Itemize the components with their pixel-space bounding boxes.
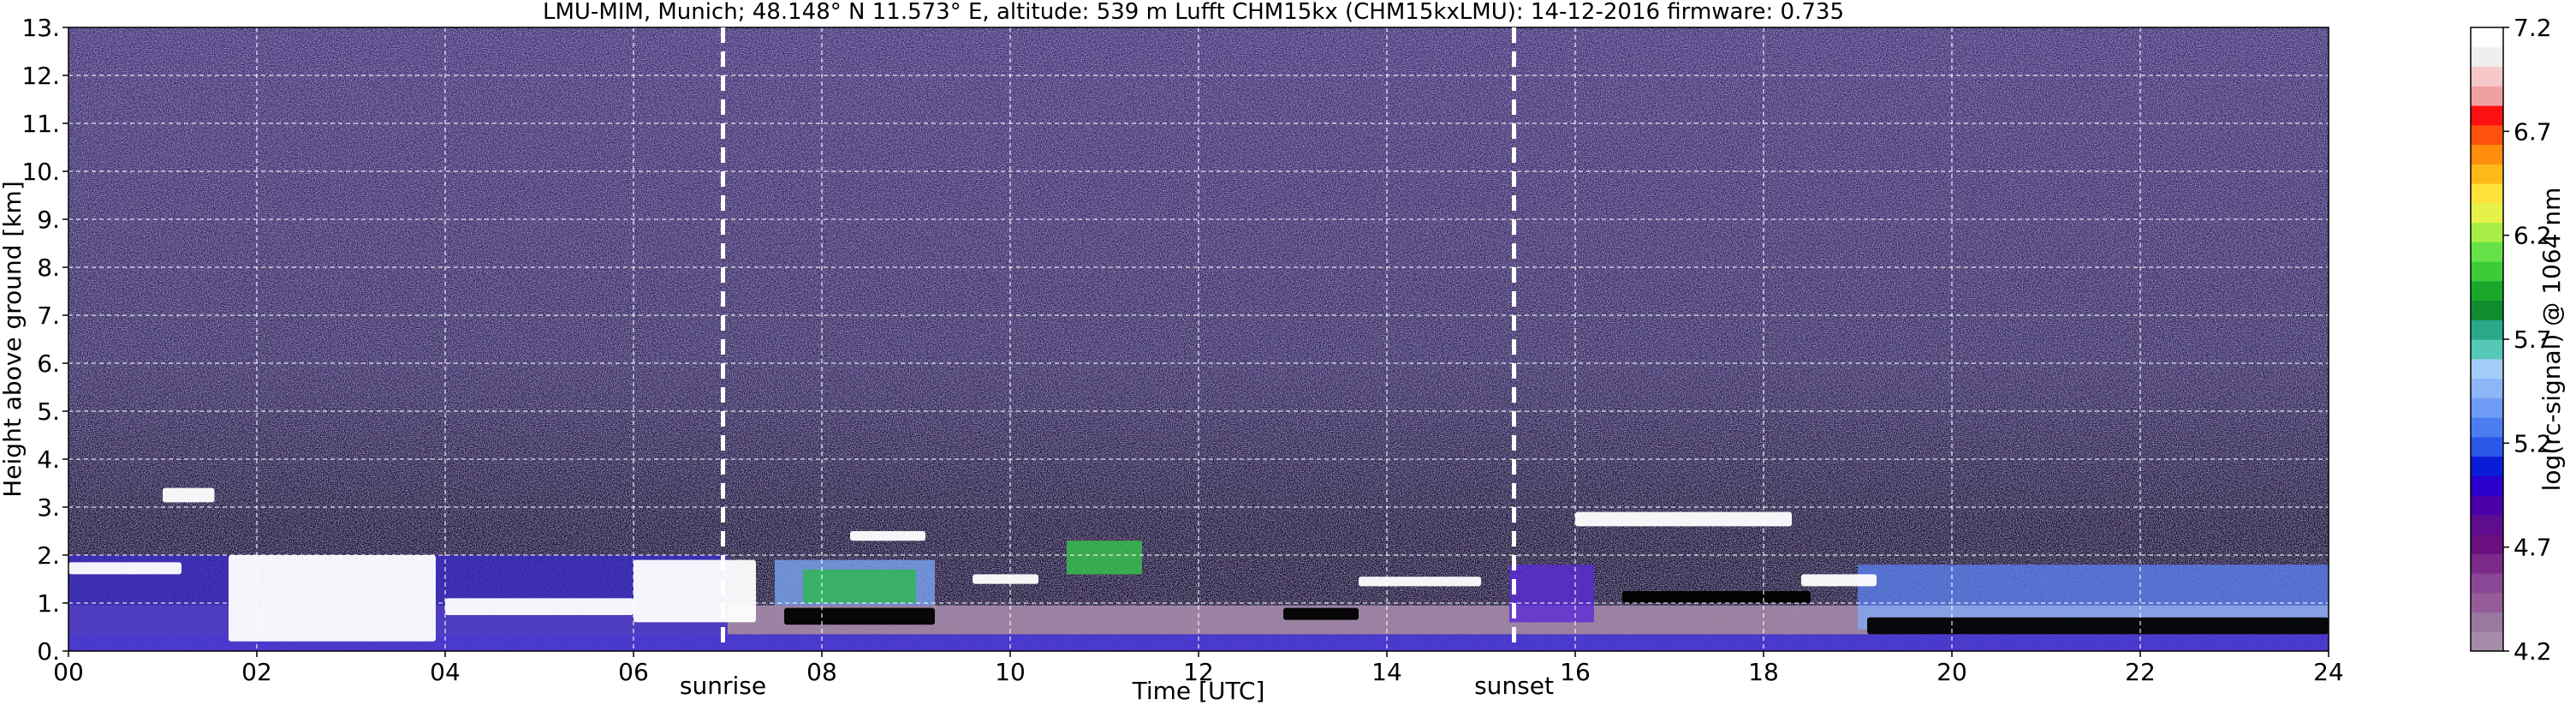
layer-cloud-21: [1867, 617, 2329, 635]
layer-aerosol-6: [1509, 565, 1594, 623]
colorbar-segment: [2471, 27, 2503, 48]
layer-cloud-22: [1801, 574, 1877, 587]
colorbar-segment: [2471, 631, 2503, 652]
layer-cloud-16: [973, 574, 1038, 584]
colorbar-segment: [2471, 339, 2503, 360]
colorbar-segment: [2471, 261, 2503, 282]
sunrise-label: sunrise: [680, 672, 766, 700]
layer-cloud-11: [229, 555, 436, 642]
layer-aerosol-4: [803, 569, 916, 603]
x-axis-label: Time [UTC]: [1132, 677, 1265, 705]
colorbar-segment: [2471, 222, 2503, 242]
layer-cloud-10: [163, 487, 215, 503]
x-tick-label: 22: [2125, 658, 2156, 686]
y-tick-label: 5.: [37, 397, 60, 426]
x-tick-label: 04: [430, 658, 461, 686]
y-tick-label: 2.: [37, 541, 60, 570]
layer-aerosol-5: [1067, 541, 1142, 575]
y-axis-label: Height above ground [km]: [0, 181, 27, 498]
colorbar-segment: [2471, 202, 2503, 224]
chart-title: LMU-MIM, Munich; 48.148° N 11.573° E, al…: [543, 0, 1844, 25]
colorbar-segment: [2471, 514, 2503, 535]
colorbar-segment: [2471, 534, 2503, 554]
y-tick-label: 3.: [37, 493, 60, 522]
colorbar-segment: [2471, 144, 2503, 164]
colorbar-segment: [2471, 456, 2503, 476]
colorbar-segment: [2471, 280, 2503, 302]
layer-cloud-13: [634, 559, 756, 623]
colorbar-segment: [2471, 320, 2503, 340]
y-tick-label: 8.: [37, 254, 60, 282]
colorbar-segment: [2471, 183, 2503, 204]
y-tick-label: 7.: [37, 302, 60, 330]
colorbar-segment: [2471, 300, 2503, 320]
colorbar-tick-label: 6.2: [2514, 222, 2552, 250]
x-tick-label: 10: [995, 658, 1026, 686]
x-tick-label: 00: [53, 658, 84, 686]
colorbar-segment: [2471, 553, 2503, 574]
colorbar-segment: [2471, 86, 2503, 106]
layer-cloud-12: [445, 598, 634, 615]
colorbar-tick-label: 4.7: [2514, 534, 2552, 562]
colorbar-segment: [2471, 417, 2503, 438]
colorbar-segment: [2471, 475, 2503, 496]
colorbar-tick-label: 5.2: [2514, 429, 2552, 457]
x-tick-label: 16: [1560, 658, 1591, 686]
layer-cloud-14: [784, 607, 935, 625]
colorbar-segment: [2471, 612, 2503, 632]
colorbar-segment: [2471, 397, 2503, 418]
colorbar-segment: [2471, 105, 2503, 126]
layer-aerosol-7: [1858, 565, 2329, 606]
y-tick-label: 12.: [21, 62, 60, 90]
colorbar-segment: [2471, 378, 2503, 398]
layer-cloud-19: [1575, 511, 1792, 527]
layer-cloud-15: [850, 531, 925, 541]
x-tick-label: 14: [1371, 658, 1402, 686]
colorbar-tick-label: 5.7: [2514, 326, 2552, 354]
colorbar-tick-label: 4.2: [2514, 637, 2552, 666]
colorbar-tick-label: 6.7: [2514, 117, 2552, 146]
y-tick-label: 4.: [37, 445, 60, 474]
colorbar-tick-label: 7.2: [2514, 14, 2552, 42]
x-tick-label: 20: [1936, 658, 1967, 686]
x-tick-label: 12: [1183, 658, 1214, 686]
y-tick-label: 6.: [37, 350, 60, 378]
colorbar-segment: [2471, 436, 2503, 457]
x-tick-label: 02: [241, 658, 272, 686]
y-tick-label: 11.: [21, 110, 60, 138]
colorbar-segment: [2471, 573, 2503, 594]
colorbar-segment: [2471, 124, 2503, 146]
layer-cloud-18: [1359, 577, 1481, 587]
x-tick-label: 18: [1748, 658, 1779, 686]
colorbar-label: log(rc-signal) @ 1064 nm: [2537, 188, 2566, 492]
layer-cloud-9: [68, 562, 181, 575]
colorbar-segment: [2471, 46, 2503, 68]
layer-cloud-17: [1283, 607, 1359, 620]
y-tick-label: 1.: [37, 589, 60, 618]
x-tick-label: 06: [618, 658, 649, 686]
x-tick-label: 24: [2313, 658, 2344, 686]
y-tick-label: 9.: [37, 206, 60, 234]
colorbar-segment: [2471, 358, 2503, 379]
colorbar-segment: [2471, 66, 2503, 87]
colorbar-segment: [2471, 592, 2503, 613]
layer-cloud-20: [1622, 591, 1811, 603]
sunset-label: sunset: [1474, 672, 1554, 700]
x-tick-label: 08: [806, 658, 837, 686]
y-tick-label: 13.: [21, 14, 60, 42]
colorbar: 4.2 4.7 5.2 5.7 6.2 6.7 7.2: [2470, 14, 2552, 666]
colorbar-segment: [2471, 495, 2503, 516]
colorbar-segment: [2471, 164, 2503, 184]
colorbar-segment: [2471, 242, 2503, 262]
y-tick-label: 0.: [37, 637, 60, 666]
y-tick-label: 10.: [21, 158, 60, 186]
